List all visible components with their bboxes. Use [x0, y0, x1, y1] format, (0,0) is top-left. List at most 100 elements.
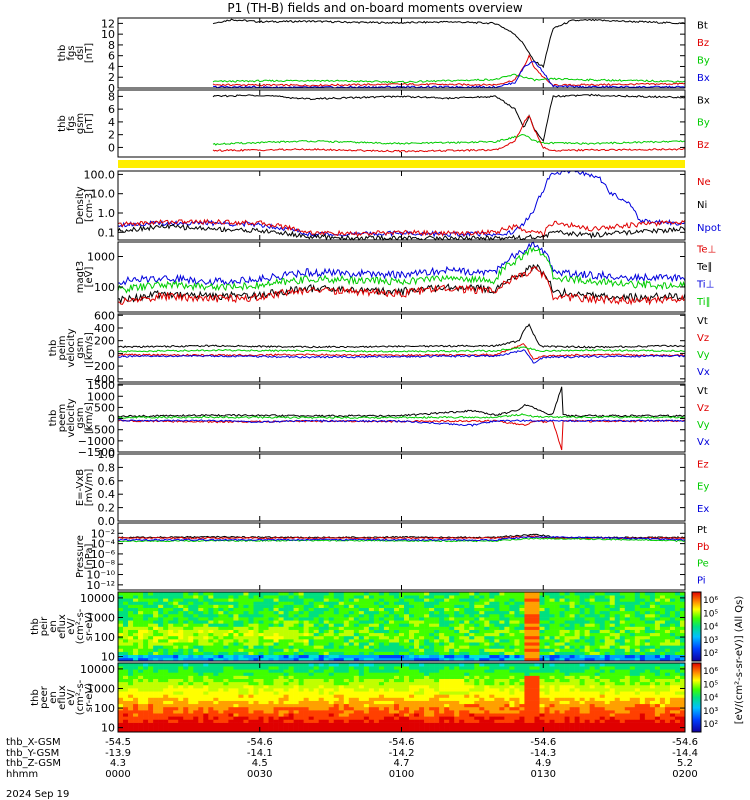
spectrogram-cell — [524, 706, 530, 711]
spectrogram-cell — [258, 626, 264, 630]
spectrogram-cell — [178, 648, 184, 652]
spectrogram-cell — [604, 626, 611, 630]
spectrogram-cell — [514, 713, 520, 717]
spectrogram-cell — [534, 604, 540, 608]
spectrogram-cell — [459, 598, 465, 602]
spectrogram-cell — [238, 592, 244, 596]
spectrogram-cell — [123, 617, 129, 621]
spectrogram-cell — [253, 623, 259, 627]
spectrogram-cell — [393, 663, 400, 667]
spectrogram-cell — [514, 684, 520, 689]
spectrogram-cell — [564, 713, 570, 717]
spectrogram-cell — [248, 716, 254, 720]
spectrogram-cell — [594, 657, 600, 662]
spectrogram-cell — [554, 610, 560, 615]
spectrogram-cell — [504, 617, 510, 621]
spectrogram-cell — [414, 694, 420, 698]
spectrogram-cell — [378, 719, 385, 723]
series-Vy — [118, 346, 686, 353]
ytick-label: 0.0 — [98, 515, 116, 528]
spectrogram-cell — [419, 610, 425, 615]
spectrogram-cell — [318, 672, 325, 676]
spectrogram-cell — [288, 595, 294, 599]
ytick-label: 1.0 — [98, 207, 116, 220]
spectrogram-cell — [404, 592, 410, 596]
spectrogram-cell — [529, 632, 535, 637]
spectrogram-cell — [424, 648, 430, 652]
spectrogram-cell — [494, 703, 500, 708]
spectrogram-cell — [609, 651, 616, 656]
spectrogram-cell — [168, 688, 174, 692]
spectrogram-cell — [669, 632, 676, 637]
spectrogram-cell — [228, 716, 234, 720]
spectrogram-cell — [398, 642, 405, 646]
spectrogram-cell — [228, 610, 234, 615]
spectrogram-cell — [358, 648, 365, 652]
spectrogram-cell — [208, 728, 214, 733]
spectrogram-cell — [163, 697, 169, 701]
spectrogram-cell — [378, 728, 385, 733]
spectrogram-cell — [313, 669, 320, 673]
spectrogram-cell — [674, 613, 681, 618]
spectrogram-cell — [208, 678, 214, 683]
series-By — [212, 133, 685, 146]
spectrogram-cell — [288, 719, 294, 723]
series-Vt — [117, 323, 686, 349]
spectrogram-cell — [253, 672, 259, 676]
spectrogram-cell — [303, 663, 309, 667]
spectrogram-cell — [479, 610, 485, 615]
spectrogram-cell — [353, 598, 360, 602]
spectrogram-cell — [484, 613, 490, 618]
spectrogram-cell — [489, 684, 495, 689]
spectrogram-cell — [378, 623, 385, 627]
spectrogram-cell — [223, 623, 229, 627]
spectrogram-cell — [203, 666, 209, 670]
spectrogram-cell — [333, 632, 340, 637]
spectrogram-cell — [258, 669, 264, 673]
spectrogram-cell — [348, 728, 355, 733]
spectrogram-cell — [459, 722, 465, 727]
spectrogram-cell — [128, 700, 134, 705]
spectrogram-cell — [263, 719, 269, 723]
spectrogram-cell — [213, 613, 219, 618]
spectrogram-cell — [534, 613, 540, 618]
spectrogram-cell — [183, 642, 189, 646]
spectrogram-cell — [639, 626, 646, 630]
spectrogram-cell — [424, 613, 430, 618]
spectrogram-cell — [609, 678, 616, 683]
spectrogram-cell — [143, 632, 149, 637]
spectrogram-cell — [158, 706, 164, 711]
spectrogram-cell — [539, 629, 545, 634]
spectrogram-cell — [449, 675, 455, 679]
spectrogram-cell — [629, 645, 636, 649]
spectrogram-cell — [589, 710, 595, 714]
spectrogram-cell — [554, 688, 560, 692]
spectrogram-cell — [213, 666, 219, 670]
spectrogram-cell — [183, 604, 189, 608]
spectrogram-cell — [308, 719, 314, 723]
spectrogram-cell — [378, 651, 385, 656]
spectrogram-cell — [474, 639, 480, 643]
spectrogram-cell — [378, 645, 385, 649]
spectrogram-cell — [353, 710, 360, 714]
spectrogram-cell — [524, 691, 530, 695]
spectrogram-cell — [604, 663, 611, 667]
spectrogram-cell — [534, 681, 540, 686]
spectrogram-cell — [373, 681, 380, 686]
spectrogram-cell — [138, 706, 144, 711]
spectrogram-cell — [544, 684, 550, 689]
spectrogram-cell — [293, 648, 299, 652]
spectrogram-cell — [579, 629, 585, 634]
spectrogram-cell — [223, 598, 229, 602]
spectrogram-cell — [629, 657, 636, 662]
spectrogram-cell — [118, 716, 124, 720]
spectrogram-cell — [414, 604, 420, 608]
spectrogram-cell — [434, 663, 440, 667]
spectrogram-cell — [534, 725, 540, 730]
spectrogram-cell — [383, 681, 390, 686]
spectrogram-cell — [589, 688, 595, 692]
spectrogram-cell — [609, 706, 616, 711]
spectrogram-cell — [529, 710, 535, 714]
spectrogram-cell — [564, 657, 570, 662]
spectrogram-cell — [529, 706, 535, 711]
